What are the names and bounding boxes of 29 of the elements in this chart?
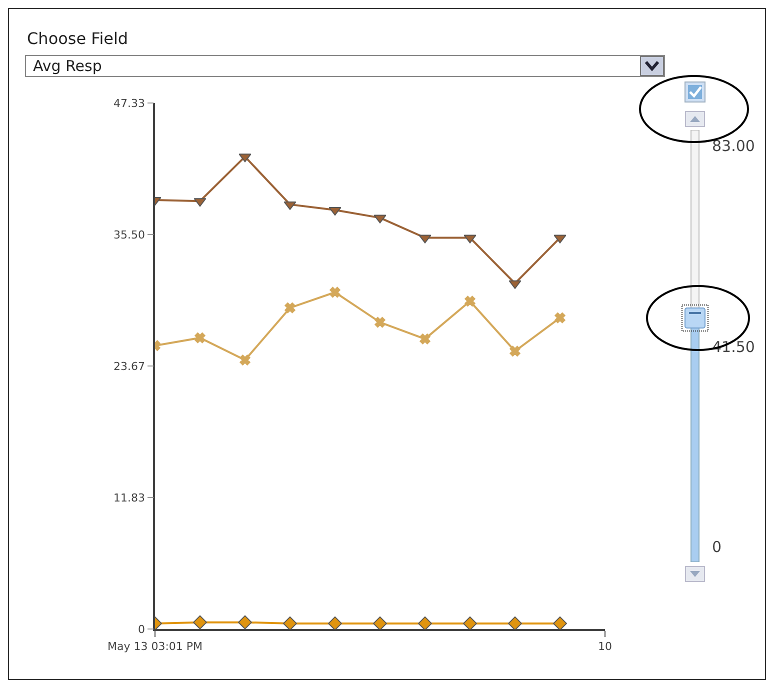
- y-tick-label: 11.83: [114, 491, 146, 504]
- text: Avg Resp: [33, 57, 102, 75]
- point: [328, 616, 342, 629]
- point: [463, 616, 477, 629]
- point: [508, 616, 522, 629]
- y-tick-label: 47.33: [114, 96, 146, 110]
- y-tick-label: 0: [138, 622, 146, 636]
- x-tick-label: May 13 03:01 PM: [107, 640, 203, 653]
- point: [420, 334, 430, 344]
- text: 83.00: [712, 137, 755, 155]
- text: Choose Field: [27, 29, 128, 48]
- point: [374, 317, 386, 328]
- point: [464, 296, 476, 306]
- point: [418, 616, 432, 629]
- point: [553, 616, 567, 629]
- text: 0: [712, 538, 722, 556]
- point: [238, 615, 252, 629]
- x-tick-label: 10: [598, 640, 612, 653]
- point: [193, 615, 207, 629]
- point: [554, 312, 566, 324]
- point: [330, 286, 340, 298]
- point: [510, 346, 520, 356]
- point: [240, 354, 250, 366]
- point: [373, 616, 387, 629]
- point: [284, 302, 296, 314]
- y-tick-label: 23.67: [114, 360, 146, 373]
- point: [194, 332, 206, 344]
- y-tick-label: 35.50: [114, 228, 146, 242]
- point: [283, 616, 297, 629]
